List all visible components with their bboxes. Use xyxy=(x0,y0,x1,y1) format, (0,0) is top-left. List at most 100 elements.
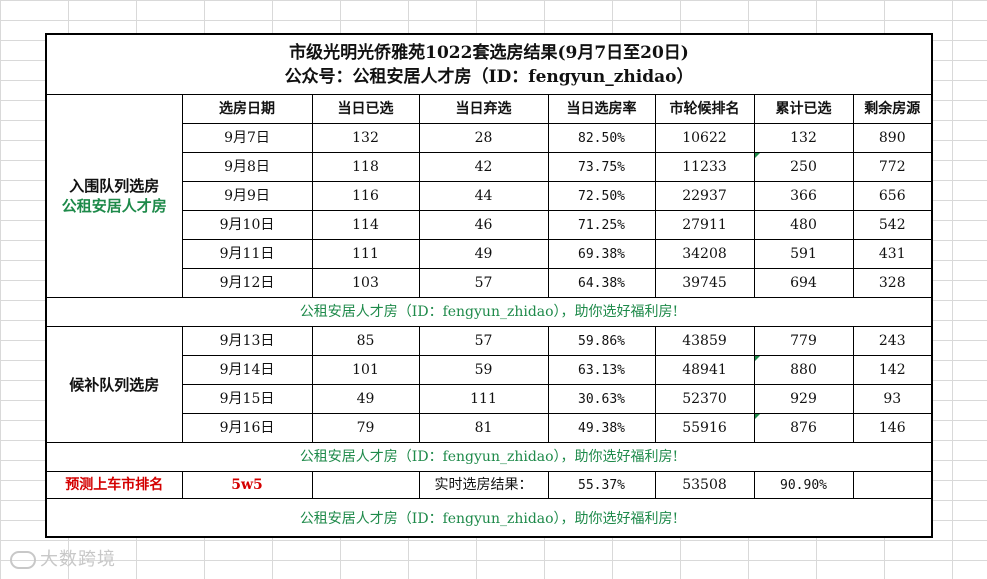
cell-abandoned: 57 xyxy=(418,326,549,356)
cell-date: 9月15日 xyxy=(181,384,313,414)
table-row: 9月10日 114 46 71.25% 27911 480 542 xyxy=(47,210,932,240)
cell-remaining: 93 xyxy=(852,384,932,414)
cell-cumulative: 250 xyxy=(753,152,854,182)
table-row: 9月7日 132 28 82.50% 10622 132 890 xyxy=(47,123,932,153)
column-header-selected: 当日已选 xyxy=(311,94,420,124)
column-header-date: 选房日期 xyxy=(181,94,313,124)
result-table: 市级光明光侨雅苑1022套选房结果(9月7日至20日) 公众号：公租安居人才房（… xyxy=(47,35,932,539)
cell-rate: 69.38% xyxy=(547,239,656,269)
cell-abandoned: 44 xyxy=(418,181,549,211)
cell-cumulative: 132 xyxy=(753,123,854,153)
group-label-finalist-line2: 公租安居人才房 xyxy=(61,197,167,215)
cell-rank: 11233 xyxy=(654,152,755,182)
cell-selected: 114 xyxy=(311,210,420,240)
cell-remaining: 243 xyxy=(852,326,932,356)
cell-selected: 49 xyxy=(311,384,420,414)
cell-remaining: 542 xyxy=(852,210,932,240)
cell-rate: 63.13% xyxy=(547,355,656,385)
empty-cell xyxy=(852,471,932,499)
cell-abandoned: 57 xyxy=(418,268,549,298)
cell-date: 9月12日 xyxy=(181,268,313,298)
prediction-label: 预测上车市排名 xyxy=(47,471,183,499)
cell-rate: 71.25% xyxy=(547,210,656,240)
cell-date: 9月13日 xyxy=(181,326,313,356)
cell-abandoned: 46 xyxy=(418,210,549,240)
cell-abandoned: 111 xyxy=(418,384,549,414)
cell-rate: 82.50% xyxy=(547,123,656,153)
realtime-ratio: 90.90% xyxy=(753,471,854,499)
cell-remaining: 328 xyxy=(852,268,932,298)
cell-rank: 34208 xyxy=(654,239,755,269)
cell-cumulative: 366 xyxy=(753,181,854,211)
cell-abandoned: 81 xyxy=(418,413,549,443)
cell-rank: 52370 xyxy=(654,384,755,414)
cell-remaining: 142 xyxy=(852,355,932,385)
cell-abandoned: 42 xyxy=(418,152,549,182)
cell-remaining: 772 xyxy=(852,152,932,182)
prediction-value: 5w5 xyxy=(181,471,313,499)
empty-cell xyxy=(311,471,420,499)
title-subtitle: 公众号：公租安居人才房（ID：fengyun_zhidao） xyxy=(284,66,694,87)
table-row: 9月9日 116 44 72.50% 22937 366 656 xyxy=(47,181,932,211)
title-main: 市级光明光侨雅苑1022套选房结果(9月7日至20日) xyxy=(289,42,689,63)
promo-text: 公租安居人才房（ID：fengyun_zhidao），助你选好福利房! xyxy=(47,297,932,327)
cell-cumulative: 694 xyxy=(753,268,854,298)
cell-rank: 43859 xyxy=(654,326,755,356)
promo-text-bottom: 公租安居人才房（ID：fengyun_zhidao），助你选好福利房! xyxy=(47,498,932,539)
cell-rate: 59.86% xyxy=(547,326,656,356)
cell-date: 9月9日 xyxy=(181,181,313,211)
column-header-rank: 市轮候排名 xyxy=(654,94,755,124)
cell-rate: 49.38% xyxy=(547,413,656,443)
watermark: 大数跨境 xyxy=(10,545,116,571)
cell-cumulative: 779 xyxy=(753,326,854,356)
table-row: 9月8日 118 42 73.75% 11233 250 772 xyxy=(47,152,932,182)
title-cell: 市级光明光侨雅苑1022套选房结果(9月7日至20日) 公众号：公租安居人才房（… xyxy=(47,35,932,95)
cell-abandoned: 49 xyxy=(418,239,549,269)
cell-rank: 39745 xyxy=(654,268,755,298)
cell-rate: 72.50% xyxy=(547,181,656,211)
group-label-waitlist: 候补队列选房 xyxy=(47,326,183,443)
cell-selected: 111 xyxy=(311,239,420,269)
watermark-logo-icon xyxy=(10,551,36,569)
cell-rate: 30.63% xyxy=(547,384,656,414)
column-header-cumulative: 累计已选 xyxy=(753,94,854,124)
promo-row: 公租安居人才房（ID：fengyun_zhidao），助你选好福利房! xyxy=(47,442,932,472)
watermark-text: 大数跨境 xyxy=(40,549,116,570)
prediction-row: 预测上车市排名 5w5 实时选房结果： 55.37% 53508 90.90% xyxy=(47,471,932,499)
cell-rank: 48941 xyxy=(654,355,755,385)
realtime-rank: 53508 xyxy=(654,471,755,499)
group-label-finalist: 入围队列选房 公租安居人才房 xyxy=(47,94,183,298)
group-label-finalist-line1: 入围队列选房 xyxy=(69,177,160,195)
cell-selected: 118 xyxy=(311,152,420,182)
cell-selected: 116 xyxy=(311,181,420,211)
cell-date: 9月14日 xyxy=(181,355,313,385)
cell-selected: 103 xyxy=(311,268,420,298)
cell-selected: 101 xyxy=(311,355,420,385)
cell-selected: 79 xyxy=(311,413,420,443)
realtime-rate: 55.37% xyxy=(547,471,656,499)
cell-date: 9月11日 xyxy=(181,239,313,269)
cell-abandoned: 59 xyxy=(418,355,549,385)
column-header-abandoned: 当日弃选 xyxy=(418,94,549,124)
cell-cumulative: 591 xyxy=(753,239,854,269)
promo-row: 公租安居人才房（ID：fengyun_zhidao），助你选好福利房! xyxy=(47,297,932,327)
promo-text: 公租安居人才房（ID：fengyun_zhidao），助你选好福利房! xyxy=(47,442,932,472)
cell-cumulative: 880 xyxy=(753,355,854,385)
column-header-remaining: 剩余房源 xyxy=(852,94,932,124)
cell-remaining: 431 xyxy=(852,239,932,269)
table-row: 9月11日 111 49 69.38% 34208 591 431 xyxy=(47,239,932,269)
header-row: 入围队列选房 公租安居人才房 选房日期 当日已选 当日弃选 当日选房率 市轮候排… xyxy=(47,94,932,298)
cell-remaining: 890 xyxy=(852,123,932,153)
realtime-label: 实时选房结果： xyxy=(418,471,549,499)
table-row: 9月15日 49 111 30.63% 52370 929 93 xyxy=(47,384,932,414)
cell-rate: 73.75% xyxy=(547,152,656,182)
column-header-rate: 当日选房率 xyxy=(547,94,656,124)
table-row: 候补队列选房 9月13日 85 57 59.86% 43859 779 243 xyxy=(47,326,932,443)
cell-cumulative: 929 xyxy=(753,384,854,414)
cell-rank: 10622 xyxy=(654,123,755,153)
cell-date: 9月7日 xyxy=(181,123,313,153)
cell-remaining: 146 xyxy=(852,413,932,443)
cell-cumulative: 480 xyxy=(753,210,854,240)
cell-date: 9月16日 xyxy=(181,413,313,443)
cell-abandoned: 28 xyxy=(418,123,549,153)
